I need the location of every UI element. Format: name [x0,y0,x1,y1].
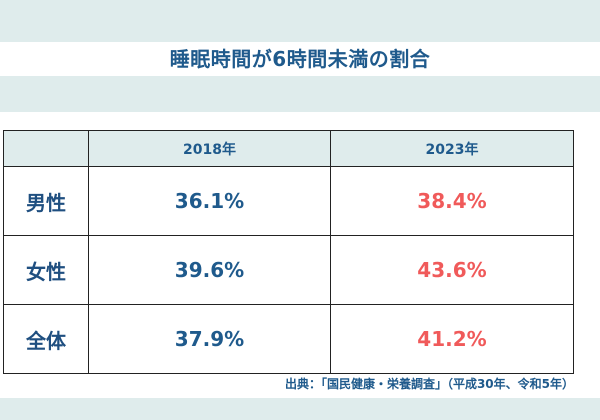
table-row-total: 全体 37.9% 41.2% [3,304,574,374]
header-2023: 2023年 [330,130,574,167]
value-total-2023: 41.2% [330,304,574,374]
table-panel: 2018年 2023年 男性 36.1% 38.4% 女性 39.6% 43.6… [0,112,600,398]
value-male-2018: 36.1% [88,166,331,236]
title-band: 睡眠時間が6時間未満の割合 [0,42,600,76]
table-row-female: 女性 39.6% 43.6% [3,235,574,305]
chart-title: 睡眠時間が6時間未満の割合 [169,47,431,71]
row-label-female: 女性 [3,235,89,305]
row-label-total: 全体 [3,304,89,374]
table-header-row: 2018年 2023年 [3,130,574,167]
table-row-male: 男性 36.1% 38.4% [3,166,574,236]
value-female-2018: 39.6% [88,235,331,305]
value-total-2018: 37.9% [88,304,331,374]
data-table: 2018年 2023年 男性 36.1% 38.4% 女性 39.6% 43.6… [3,130,574,374]
header-corner-cell [3,130,89,167]
value-male-2023: 38.4% [330,166,574,236]
value-female-2023: 43.6% [330,235,574,305]
source-note: 出典：「国民健康・栄養調査」（平成30年、令和5年） [284,377,574,391]
header-2018: 2018年 [88,130,331,167]
row-label-male: 男性 [3,166,89,236]
